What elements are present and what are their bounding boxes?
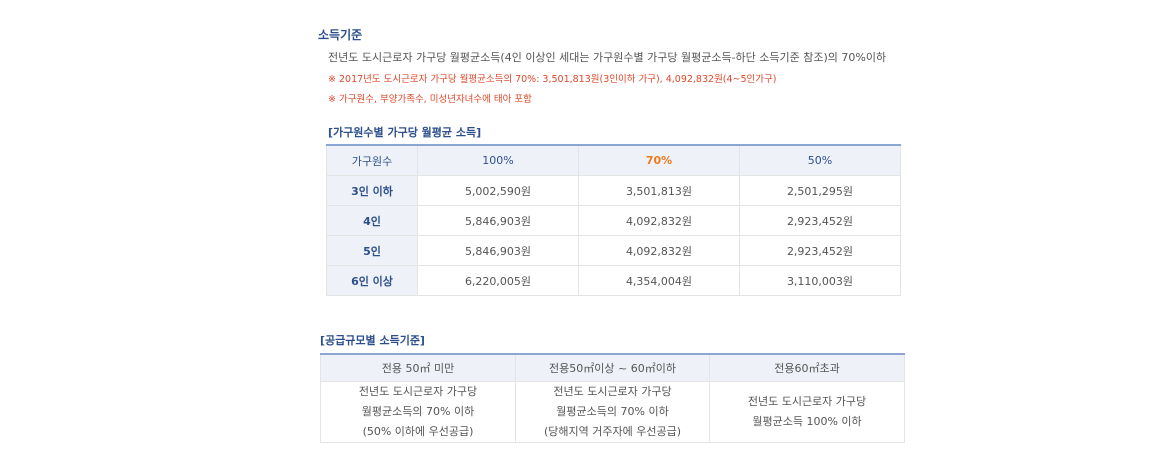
table-cell: 2,923,452원: [739, 205, 901, 236]
row-label: 5인: [326, 235, 418, 266]
table-cell: 4,354,004원: [578, 265, 740, 296]
table-cell: 5,846,903원: [417, 235, 579, 266]
supply-table-title: [공급규모별 소득기준]: [320, 334, 425, 347]
cell-line: 전년도 도시근로자 가구당: [747, 395, 867, 408]
table-row: 3인 이하 5,002,590원 3,501,813원 2,501,295원: [326, 175, 901, 206]
income-criteria-description: 전년도 도시근로자 가구당 월평균소득(4인 이상인 세대는 가구원수별 가구당…: [328, 51, 887, 64]
header-over-60sqm: 전용60㎡초과: [709, 354, 905, 382]
table-row: 4인 5,846,903원 4,092,832원 2,923,452원: [326, 205, 901, 236]
table-cell: 전년도 도시근로자 가구당 월평균소득 100% 이하: [709, 381, 905, 443]
income-table-title: [가구원수별 가구당 월평균 소득]: [328, 126, 482, 139]
table-cell: 4,092,832원: [578, 235, 740, 266]
header-household-size: 가구원수: [326, 145, 418, 176]
table-cell: 전년도 도시근로자 가구당 월평균소득의 70% 이하 (50% 이하에 우선공…: [320, 381, 516, 443]
cell-line: (50% 이하에 우선공급): [362, 425, 474, 438]
household-income-table: 가구원수 100% 70% 50% 3인 이하 5,002,590원 3,501…: [326, 144, 901, 296]
cell-line: (당해지역 거주자에 우선공급): [543, 425, 681, 438]
supply-size-income-table: 전용 50㎡ 미만 전용50㎡이상 ~ 60㎡이하 전용60㎡초과 전년도 도시…: [320, 353, 905, 443]
row-label: 3인 이하: [326, 175, 418, 206]
table-cell: 6,220,005원: [417, 265, 579, 296]
header-100-percent: 100%: [417, 145, 579, 176]
table-header-row: 전용 50㎡ 미만 전용50㎡이상 ~ 60㎡이하 전용60㎡초과: [320, 354, 905, 382]
header-70-percent: 70%: [578, 145, 740, 176]
header-under-50sqm: 전용 50㎡ 미만: [320, 354, 516, 382]
table-cell: 3,501,813원: [578, 175, 740, 206]
cell-line: 월평균소득 100% 이하: [752, 415, 862, 428]
table-cell: 4,092,832원: [578, 205, 740, 236]
table-cell: 2,501,295원: [739, 175, 901, 206]
table-cell: 5,002,590원: [417, 175, 579, 206]
header-50-to-60sqm: 전용50㎡이상 ~ 60㎡이하: [515, 354, 710, 382]
note-household-members: ※ 가구원수, 부양가족수, 미성년자녀수에 태아 포함: [328, 94, 532, 105]
row-label: 6인 이상: [326, 265, 418, 296]
section-title: 소득기준: [318, 28, 363, 42]
cell-line: 월평균소득의 70% 이하: [361, 405, 475, 418]
header-50-percent: 50%: [739, 145, 901, 176]
cell-line: 전년도 도시근로자 가구당: [358, 385, 478, 398]
table-header-row: 가구원수 100% 70% 50%: [326, 145, 901, 176]
table-row: 전년도 도시근로자 가구당 월평균소득의 70% 이하 (50% 이하에 우선공…: [320, 381, 905, 443]
table-row: 6인 이상 6,220,005원 4,354,004원 3,110,003원: [326, 265, 901, 296]
table-cell: 5,846,903원: [417, 205, 579, 236]
note-70-percent: ※ 2017년도 도시근로자 가구당 월평균소득의 70%: 3,501,813…: [328, 74, 777, 85]
table-cell: 2,923,452원: [739, 235, 901, 266]
row-label: 4인: [326, 205, 418, 236]
table-row: 5인 5,846,903원 4,092,832원 2,923,452원: [326, 235, 901, 266]
table-cell: 3,110,003원: [739, 265, 901, 296]
cell-line: 월평균소득의 70% 이하: [556, 405, 669, 418]
cell-line: 전년도 도시근로자 가구당: [553, 385, 672, 398]
table-cell: 전년도 도시근로자 가구당 월평균소득의 70% 이하 (당해지역 거주자에 우…: [515, 381, 710, 443]
